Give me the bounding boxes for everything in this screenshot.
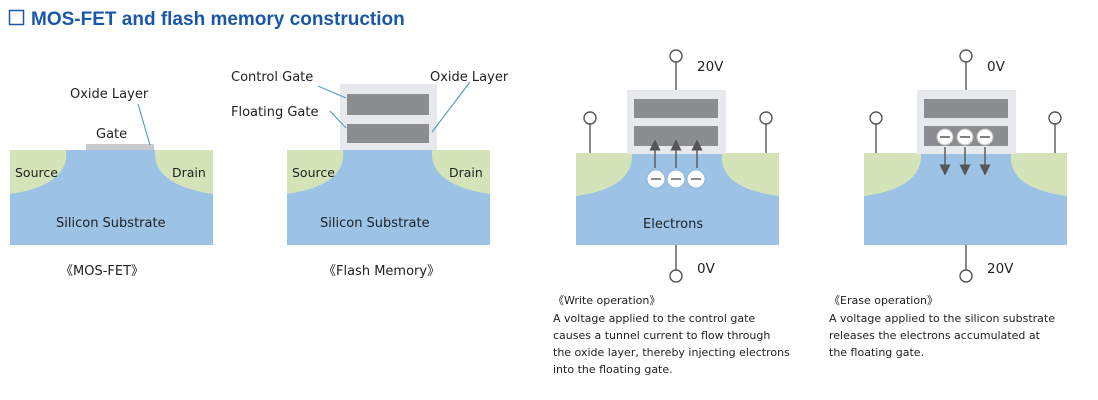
title-checkbox-icon xyxy=(8,9,25,26)
flash-floating-gate xyxy=(347,124,429,143)
write-source-terminal-icon xyxy=(583,111,597,125)
mosfet-gate xyxy=(86,144,154,150)
erase-electron-2 xyxy=(956,128,974,146)
erase-electron-3 xyxy=(976,128,994,146)
erase-substrate-terminal-icon xyxy=(959,269,973,283)
flash-drain-label: Drain xyxy=(449,165,483,180)
erase-drain-terminal-icon xyxy=(1048,111,1062,125)
write-drain-region xyxy=(721,153,779,196)
write-substrate-terminal-icon xyxy=(669,269,683,283)
write-drain-terminal-icon xyxy=(759,111,773,125)
write-electron-2 xyxy=(666,169,686,189)
mosfet-caption: 《MOS-FET》 xyxy=(60,264,144,279)
erase-description-line-1: A voltage applied to the silicon substra… xyxy=(829,312,1055,325)
write-top-voltage: 20V xyxy=(697,59,724,75)
write-description-line-1: A voltage applied to the control gate xyxy=(553,312,755,325)
erase-source-terminal-icon xyxy=(869,111,883,125)
erase-top-voltage: 0V xyxy=(987,59,1006,75)
flash-source-label: Source xyxy=(292,165,335,180)
flash-control-gate-leader xyxy=(317,85,347,99)
mosfet-drain-region xyxy=(154,150,213,194)
write-description-line-4: into the floating gate. xyxy=(553,363,673,376)
write-description-line-3: the oxide layer, thereby injecting elect… xyxy=(553,346,790,359)
mosfet-drain-label: Drain xyxy=(172,165,206,180)
flash-floating-gate-leader xyxy=(329,110,347,129)
erase-bottom-voltage: 20V xyxy=(987,261,1014,277)
erase-electron-1 xyxy=(936,128,954,146)
mosfet-oxide-leader xyxy=(137,103,151,146)
flash-drain-region xyxy=(431,150,490,194)
page-title: MOS-FET and flash memory construction xyxy=(8,9,405,30)
flash-control-gate xyxy=(347,94,429,115)
write-caption: 《Write operation》 xyxy=(553,294,660,307)
write-electron-1 xyxy=(646,169,666,189)
flash-floating-gate-label: Floating Gate xyxy=(231,105,318,120)
erase-gate-terminal-icon xyxy=(959,49,973,63)
flash-control-gate-label: Control Gate xyxy=(231,70,313,85)
write-source-region xyxy=(576,153,633,196)
title-text: MOS-FET and flash memory construction xyxy=(31,9,405,30)
write-control-gate xyxy=(634,99,718,118)
write-electron-3 xyxy=(686,169,706,189)
erase-drain-region xyxy=(1010,153,1067,196)
write-electrons-label: Electrons xyxy=(643,217,703,232)
flash-caption: 《Flash Memory》 xyxy=(323,264,440,279)
write-description-line-2: causes a tunnel current to flow through xyxy=(553,329,770,342)
mosfet-panel: Oxide Layer Gate Source Drain Silicon Su… xyxy=(10,87,213,279)
mosfet-source-region xyxy=(10,150,67,194)
write-gate-terminal-icon xyxy=(669,49,683,63)
erase-description-line-3: the floating gate. xyxy=(829,346,924,359)
erase-description-line-2: releases the electrons accumulated at xyxy=(829,329,1041,342)
flash-oxide-leader xyxy=(431,81,471,133)
erase-caption: 《Erase operation》 xyxy=(829,294,938,307)
mosfet-source-label: Source xyxy=(15,165,58,180)
mosfet-gate-label: Gate xyxy=(96,127,127,142)
flash-substrate-label: Silicon Substrate xyxy=(320,216,430,231)
flash-panel: Control Gate Oxide Layer Floating Gate S… xyxy=(231,70,509,279)
write-bottom-voltage: 0V xyxy=(697,261,716,277)
flash-oxide-label: Oxide Layer xyxy=(430,70,509,85)
write-floating-gate xyxy=(634,126,718,146)
erase-source-region xyxy=(864,153,922,196)
flash-source-region xyxy=(287,150,344,194)
write-panel: 20V 0V Electrons 《Write operation》 A vol… xyxy=(553,49,790,376)
erase-panel: 0V 20V 《Erase operation》 A voltage appli… xyxy=(829,49,1067,359)
erase-control-gate xyxy=(924,99,1008,118)
mosfet-substrate-label: Silicon Substrate xyxy=(56,216,166,231)
mosfet-oxide-label: Oxide Layer xyxy=(70,87,149,102)
